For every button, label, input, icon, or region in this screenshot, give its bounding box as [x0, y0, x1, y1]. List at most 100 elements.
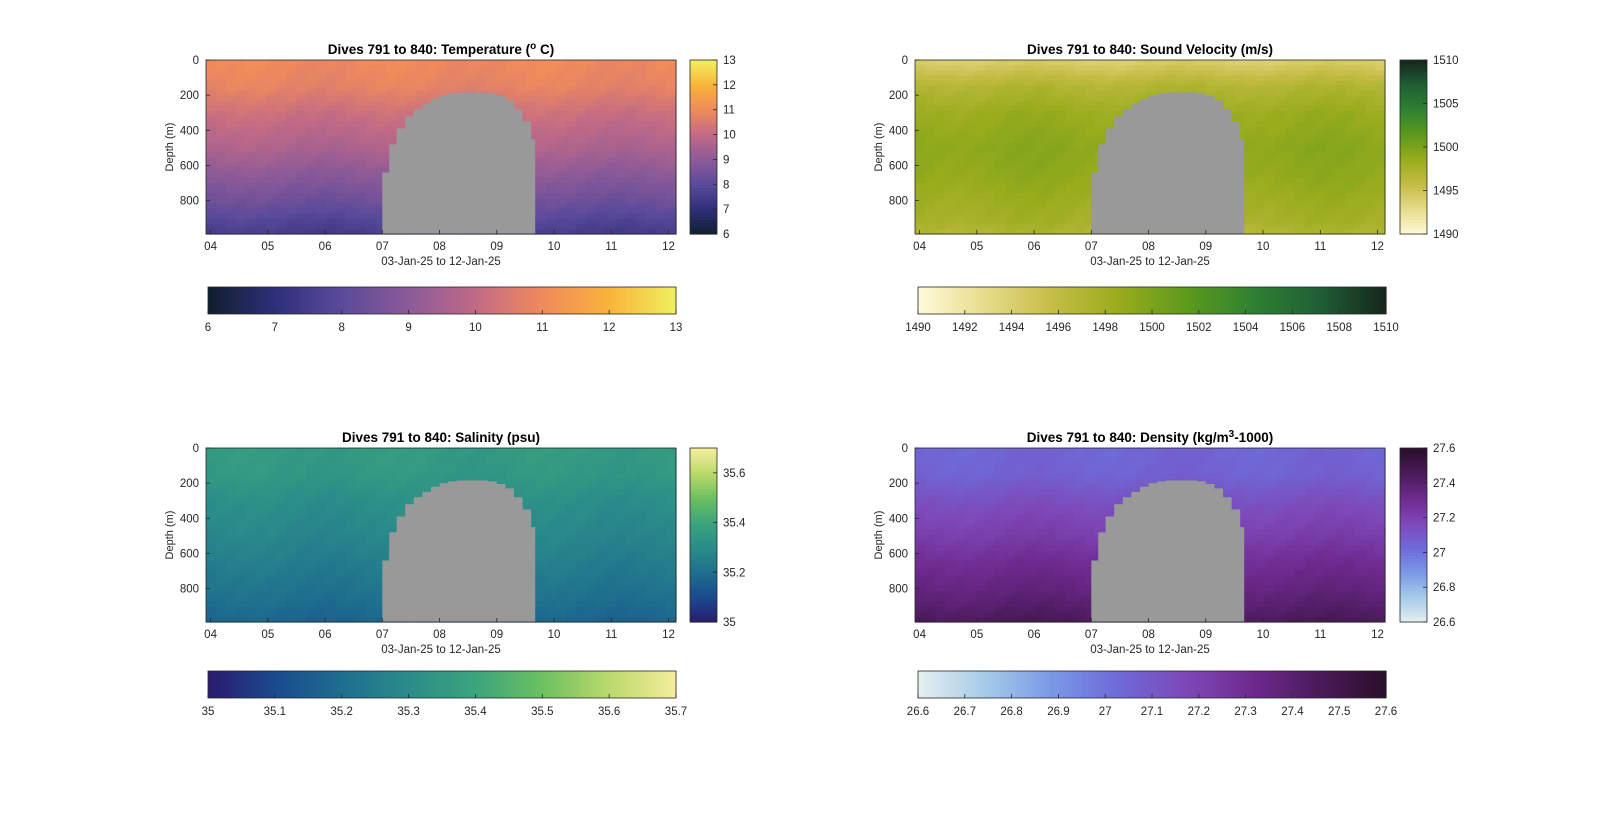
heatmap-cell [1075, 80, 1086, 86]
heatmap-cell [606, 60, 617, 66]
heatmap-cell [436, 60, 447, 66]
heatmap-cell [925, 219, 936, 225]
heatmap-cell [1255, 188, 1266, 194]
heatmap-cell [266, 70, 277, 76]
heatmap-cell [616, 86, 627, 92]
heatmap-cell [306, 219, 317, 225]
heatmap-cell [296, 545, 307, 551]
heatmap-cell [336, 602, 347, 608]
heatmap-cell [915, 142, 926, 148]
heatmap-cell [356, 162, 367, 168]
heatmap-cell [666, 75, 677, 81]
heatmap-cell [1365, 208, 1376, 214]
heatmap-cell [326, 458, 337, 464]
heatmap-cell [276, 535, 287, 541]
heatmap-cell [1285, 65, 1296, 71]
heatmap-cell [955, 60, 966, 66]
colorbar-swatch [1047, 287, 1052, 314]
heatmap-cell [306, 499, 317, 505]
heatmap-cell [616, 101, 627, 107]
heatmap-cell [1355, 96, 1366, 102]
heatmap-cell [576, 484, 587, 490]
heatmap-cell [526, 65, 537, 71]
heatmap-cell [256, 581, 267, 587]
heatmap-cell [1025, 224, 1036, 230]
heatmap-cell [426, 448, 437, 454]
heatmap-cell [286, 193, 297, 199]
heatmap-cell [206, 474, 217, 480]
heatmap-cell [566, 607, 577, 613]
heatmap-cell [606, 91, 617, 97]
colorbar-swatch [1187, 287, 1192, 314]
heatmap-cell [256, 576, 267, 582]
heatmap-cell [985, 116, 996, 122]
heatmap-cell [316, 479, 327, 485]
heatmap-cell [216, 474, 227, 480]
heatmap-cell [556, 91, 567, 97]
heatmap-cell [246, 494, 257, 500]
heatmap-cell [1325, 167, 1336, 173]
heatmap-cell [965, 224, 976, 230]
heatmap-cell [306, 162, 317, 168]
heatmap-cell [566, 515, 577, 521]
colorbar-swatch [1035, 287, 1040, 314]
colorbar-swatch [528, 287, 533, 314]
heatmap-cell [626, 91, 637, 97]
heatmap-cell [556, 188, 567, 194]
heatmap-cell [1005, 101, 1016, 107]
heatmap-cell [1365, 193, 1376, 199]
heatmap-cell [1265, 111, 1276, 117]
y-tick-label: 600 [180, 160, 199, 172]
heatmap-cell [586, 178, 597, 184]
heatmap-cell [326, 535, 337, 541]
heatmap-cell [356, 91, 367, 97]
heatmap-cell [266, 566, 277, 572]
heatmap-cell [206, 111, 217, 117]
heatmap-cell [206, 499, 217, 505]
heatmap-cell [306, 566, 317, 572]
heatmap-cell [935, 173, 946, 179]
heatmap-cell [286, 494, 297, 500]
heatmap-cell [306, 494, 317, 500]
heatmap-cell [666, 193, 677, 199]
heatmap-cell [975, 101, 986, 107]
heatmap-cell [516, 101, 527, 107]
heatmap-cell [226, 188, 237, 194]
heatmap-cell [336, 515, 347, 521]
heatmap-cell [316, 550, 327, 556]
heatmap-cell [296, 458, 307, 464]
heatmap-cell [556, 132, 567, 138]
heatmap-cell [1045, 208, 1056, 214]
heatmap-cell [586, 224, 597, 230]
heatmap-cell [426, 453, 437, 459]
heatmap-cell [466, 474, 477, 480]
heatmap-cell [206, 132, 217, 138]
heatmap-cell [1255, 121, 1266, 127]
x-tick-label: 04 [204, 241, 217, 253]
heatmap-cell [366, 162, 377, 168]
heatmap-cell [286, 214, 297, 220]
heatmap-cell [985, 162, 996, 168]
heatmap-cell [306, 515, 317, 521]
heatmap-cell [1335, 127, 1346, 133]
heatmap-cell [346, 504, 357, 510]
colorbar-swatch [1152, 287, 1157, 314]
colorbar-swatch [208, 287, 213, 314]
heatmap-cell [1365, 127, 1376, 133]
heatmap-cell [646, 70, 657, 76]
heatmap-cell [566, 596, 577, 602]
heatmap-cell [476, 70, 487, 76]
heatmap-cell [576, 111, 587, 117]
heatmap-cell [1315, 91, 1326, 97]
colorbar-swatch [965, 287, 970, 314]
heatmap-cell [346, 208, 357, 214]
heatmap-cell [1025, 208, 1036, 214]
heatmap-cell [1325, 157, 1336, 163]
heatmap-cell [546, 591, 557, 597]
heatmap-cell [336, 111, 347, 117]
heatmap-cell [1095, 96, 1106, 102]
heatmap-cell [276, 468, 287, 474]
heatmap-cell [616, 91, 627, 97]
heatmap-cell [596, 106, 607, 112]
colorbar-swatch [1183, 287, 1188, 314]
